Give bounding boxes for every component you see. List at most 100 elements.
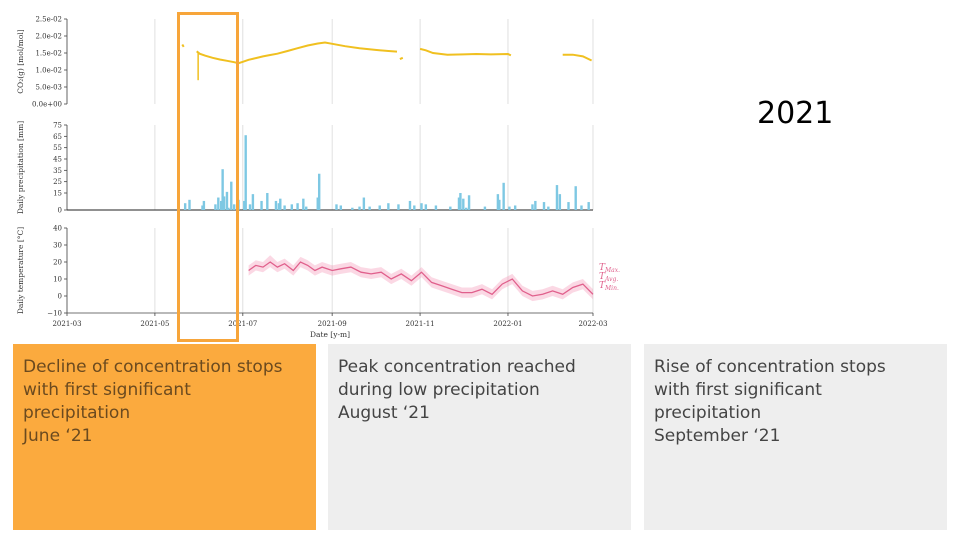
card-line: August ‘21 <box>338 403 430 423</box>
precip-bar <box>222 196 226 210</box>
y-tick-label: 0 <box>58 293 62 301</box>
temp-band <box>248 255 593 302</box>
y-tick-label: 55 <box>53 144 62 152</box>
y-tick-label: 75 <box>53 122 62 130</box>
precip-bar <box>183 203 187 210</box>
x-tick-label: 2021-03 <box>52 320 81 328</box>
x-tick-label: 2021-11 <box>406 320 435 328</box>
insight-card-september: Rise of concentration stops with first s… <box>644 344 947 530</box>
precip-bar <box>555 185 559 210</box>
precip-bar <box>201 205 204 210</box>
precip-bar <box>232 204 236 210</box>
y-tick-label: 15 <box>53 190 62 198</box>
precip-bar <box>251 194 255 210</box>
precip-bar <box>542 202 546 210</box>
precip-bar <box>534 200 537 210</box>
precip-bar <box>449 206 452 210</box>
card-line: precipitation <box>654 403 762 423</box>
precip-bar <box>227 207 230 210</box>
co2-series-line <box>196 41 398 65</box>
precip-bar <box>580 205 583 210</box>
legend-entry: TAvg. <box>599 272 618 283</box>
x-tick-label: 2021-07 <box>228 320 257 328</box>
y-tick-label: 45 <box>53 156 62 164</box>
precip-bar <box>358 206 361 210</box>
precip-bar <box>567 202 570 210</box>
precip-bar <box>266 193 269 210</box>
precip-bar <box>508 206 511 210</box>
card-line: June ‘21 <box>23 426 93 446</box>
co2-series-line <box>399 56 404 61</box>
precip-bar <box>351 207 354 210</box>
y-tick-label: 0.0e+00 <box>32 101 62 109</box>
precip-bar <box>277 203 281 210</box>
precip-bar <box>221 169 224 210</box>
x-tick-label: 2021-09 <box>318 320 347 328</box>
precip-bar <box>502 182 505 210</box>
insight-card-june: Decline of concentration stops with firs… <box>13 344 316 530</box>
x-tick-label: 2022-03 <box>578 320 607 328</box>
y-axis-title: CO₂(g) [mol/mol] <box>16 29 25 93</box>
precip-bar <box>279 198 282 210</box>
precip-bar <box>558 194 562 210</box>
card-line: September ‘21 <box>654 426 781 446</box>
june-highlight-box <box>177 12 239 342</box>
card-line: Rise of concentration stops <box>654 357 886 377</box>
precip-bar <box>513 205 517 210</box>
precip-bar <box>274 200 278 210</box>
precip-bar <box>467 195 471 210</box>
y-tick-label: 2.0e-02 <box>35 33 62 41</box>
card-line: during low precipitation <box>338 380 540 400</box>
precip-bar <box>547 206 550 210</box>
legend-entry: TMax. <box>599 263 620 274</box>
precip-bar <box>217 197 220 210</box>
insight-card-august: Peak concentration reached during low pr… <box>328 344 631 530</box>
precip-bar <box>397 204 400 210</box>
precip-bar <box>230 181 233 210</box>
y-axis-title: Daily temperature [°C] <box>16 227 25 314</box>
temp-avg-line <box>248 261 594 297</box>
precip-bar <box>496 194 500 210</box>
co2-series-line <box>562 53 593 62</box>
precip-bar <box>378 205 381 210</box>
precip-bar <box>219 200 223 210</box>
precip-bar <box>225 191 229 210</box>
y-tick-label: 1.0e-02 <box>35 67 62 75</box>
precip-bar <box>424 204 428 210</box>
legend-entry: TMin. <box>599 281 619 292</box>
precip-bar <box>296 203 299 210</box>
y-tick-label: 1.5e-02 <box>35 50 62 58</box>
co2-series-line <box>181 43 185 48</box>
precip-bar <box>188 199 191 210</box>
precip-bar <box>335 204 338 210</box>
y-tick-label: 65 <box>53 133 62 141</box>
card-line: precipitation <box>23 403 131 423</box>
precip-bar <box>574 186 577 210</box>
precip-bar <box>362 197 366 210</box>
precip-bar <box>408 200 412 210</box>
x-axis-title: Date [y-m] <box>310 330 350 339</box>
precip-bar <box>317 173 321 210</box>
y-tick-label: 10 <box>53 276 62 284</box>
precip-bar <box>457 197 461 210</box>
precip-bar <box>202 200 206 210</box>
precip-bar <box>248 204 252 210</box>
card-line: Peak concentration reached <box>338 357 576 377</box>
precip-bar <box>214 204 217 210</box>
y-tick-label: −10 <box>47 310 62 318</box>
precip-bar <box>483 206 487 210</box>
y-tick-label: 40 <box>53 225 62 233</box>
precip-bar <box>387 203 390 210</box>
precip-bar <box>244 135 247 210</box>
precip-bar <box>587 202 590 210</box>
precip-bar <box>302 198 305 210</box>
precip-bar <box>290 204 294 210</box>
card-line: with first significant <box>654 380 822 400</box>
precip-bar <box>260 200 263 210</box>
y-tick-label: 0 <box>58 207 62 215</box>
y-tick-label: 30 <box>53 242 62 250</box>
precip-bar <box>498 199 501 210</box>
precip-bar <box>459 193 462 210</box>
y-tick-label: 25 <box>53 178 62 186</box>
